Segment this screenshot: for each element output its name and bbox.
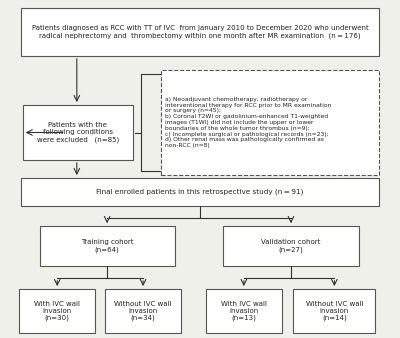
FancyBboxPatch shape — [21, 178, 379, 206]
FancyBboxPatch shape — [293, 289, 376, 333]
FancyBboxPatch shape — [40, 226, 175, 266]
Text: Patients with the
following conditions
were excluded   (n=85): Patients with the following conditions w… — [37, 122, 119, 143]
Text: Final enrolled patients in this retrospective study (n = 91): Final enrolled patients in this retrospe… — [96, 189, 304, 195]
FancyBboxPatch shape — [206, 289, 282, 333]
Text: a) Neoadjuvant chemotherapy, radiotherapy or
interventional therapy for RCC prio: a) Neoadjuvant chemotherapy, radiotherap… — [166, 97, 332, 148]
FancyBboxPatch shape — [19, 289, 96, 333]
Text: With IVC wall
invasion
(n=13): With IVC wall invasion (n=13) — [221, 301, 267, 321]
FancyBboxPatch shape — [21, 8, 379, 56]
FancyBboxPatch shape — [223, 226, 359, 266]
Text: Without IVC wall
invasion
(n=34): Without IVC wall invasion (n=34) — [114, 301, 172, 321]
FancyBboxPatch shape — [161, 70, 379, 175]
Text: Validation cohort
(n=27): Validation cohort (n=27) — [261, 239, 321, 253]
FancyBboxPatch shape — [23, 105, 133, 160]
Text: Training cohort
(n=64): Training cohort (n=64) — [81, 239, 134, 253]
Text: With IVC wall
invasion
(n=30): With IVC wall invasion (n=30) — [34, 301, 80, 321]
Text: Patients diagnosed as RCC with TT of IVC  from January 2010 to December 2020 who: Patients diagnosed as RCC with TT of IVC… — [32, 25, 368, 39]
FancyBboxPatch shape — [105, 289, 181, 333]
Text: Without IVC wall
invasion
(n=14): Without IVC wall invasion (n=14) — [306, 301, 363, 321]
